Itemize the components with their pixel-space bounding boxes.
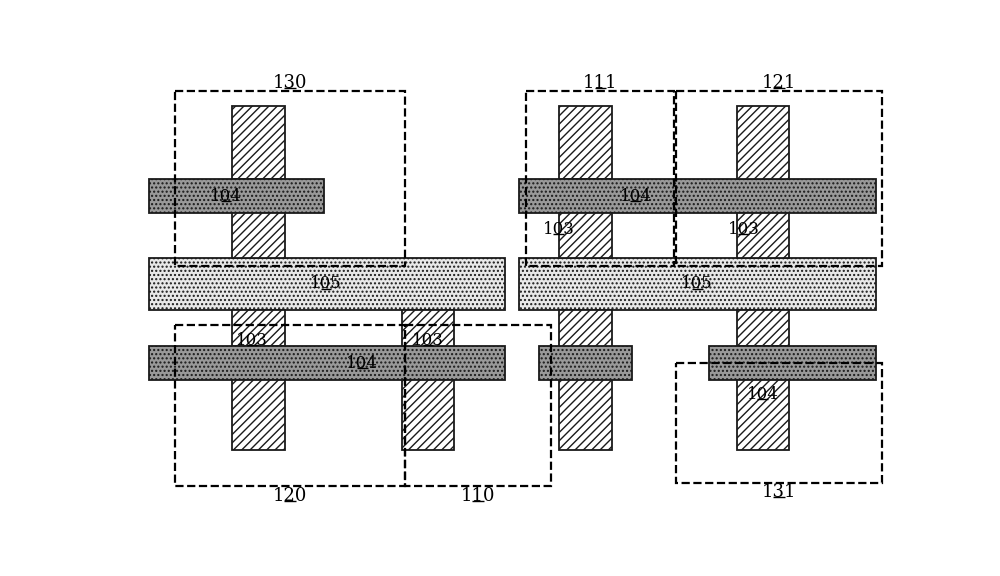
Bar bbox=[737, 310, 789, 346]
Text: 104: 104 bbox=[620, 188, 652, 204]
Bar bbox=[737, 106, 789, 179]
Bar bbox=[539, 346, 632, 380]
Bar bbox=[402, 310, 454, 346]
Bar bbox=[402, 380, 454, 450]
Text: 131: 131 bbox=[762, 483, 796, 501]
Text: 105: 105 bbox=[681, 275, 713, 293]
Text: 130: 130 bbox=[273, 74, 307, 92]
Bar bbox=[737, 380, 789, 450]
Text: 104: 104 bbox=[747, 385, 779, 403]
Bar bbox=[149, 179, 324, 213]
Bar bbox=[232, 106, 285, 179]
Bar bbox=[559, 310, 612, 450]
Bar bbox=[149, 346, 505, 380]
Bar bbox=[519, 179, 876, 213]
Text: 111: 111 bbox=[583, 74, 618, 92]
Bar bbox=[175, 90, 405, 266]
Bar bbox=[149, 258, 505, 310]
Bar bbox=[175, 325, 405, 487]
Bar bbox=[232, 380, 285, 450]
Text: 110: 110 bbox=[461, 487, 495, 505]
Bar bbox=[676, 90, 882, 266]
Text: 105: 105 bbox=[310, 275, 342, 293]
Text: 120: 120 bbox=[273, 487, 307, 505]
Text: 103: 103 bbox=[236, 332, 268, 348]
Text: 121: 121 bbox=[762, 74, 796, 92]
Bar bbox=[526, 90, 674, 266]
Bar bbox=[559, 213, 612, 258]
Text: 103: 103 bbox=[728, 221, 759, 238]
Bar bbox=[519, 258, 876, 310]
Bar bbox=[709, 346, 876, 380]
Text: 103: 103 bbox=[543, 221, 575, 238]
Bar bbox=[232, 310, 285, 346]
Bar bbox=[737, 213, 789, 258]
Text: 103: 103 bbox=[412, 332, 444, 348]
Bar bbox=[405, 325, 551, 487]
Bar bbox=[559, 106, 612, 179]
Bar bbox=[232, 213, 285, 258]
Text: 104: 104 bbox=[346, 355, 378, 372]
Bar bbox=[676, 363, 882, 483]
Text: 104: 104 bbox=[210, 188, 242, 204]
